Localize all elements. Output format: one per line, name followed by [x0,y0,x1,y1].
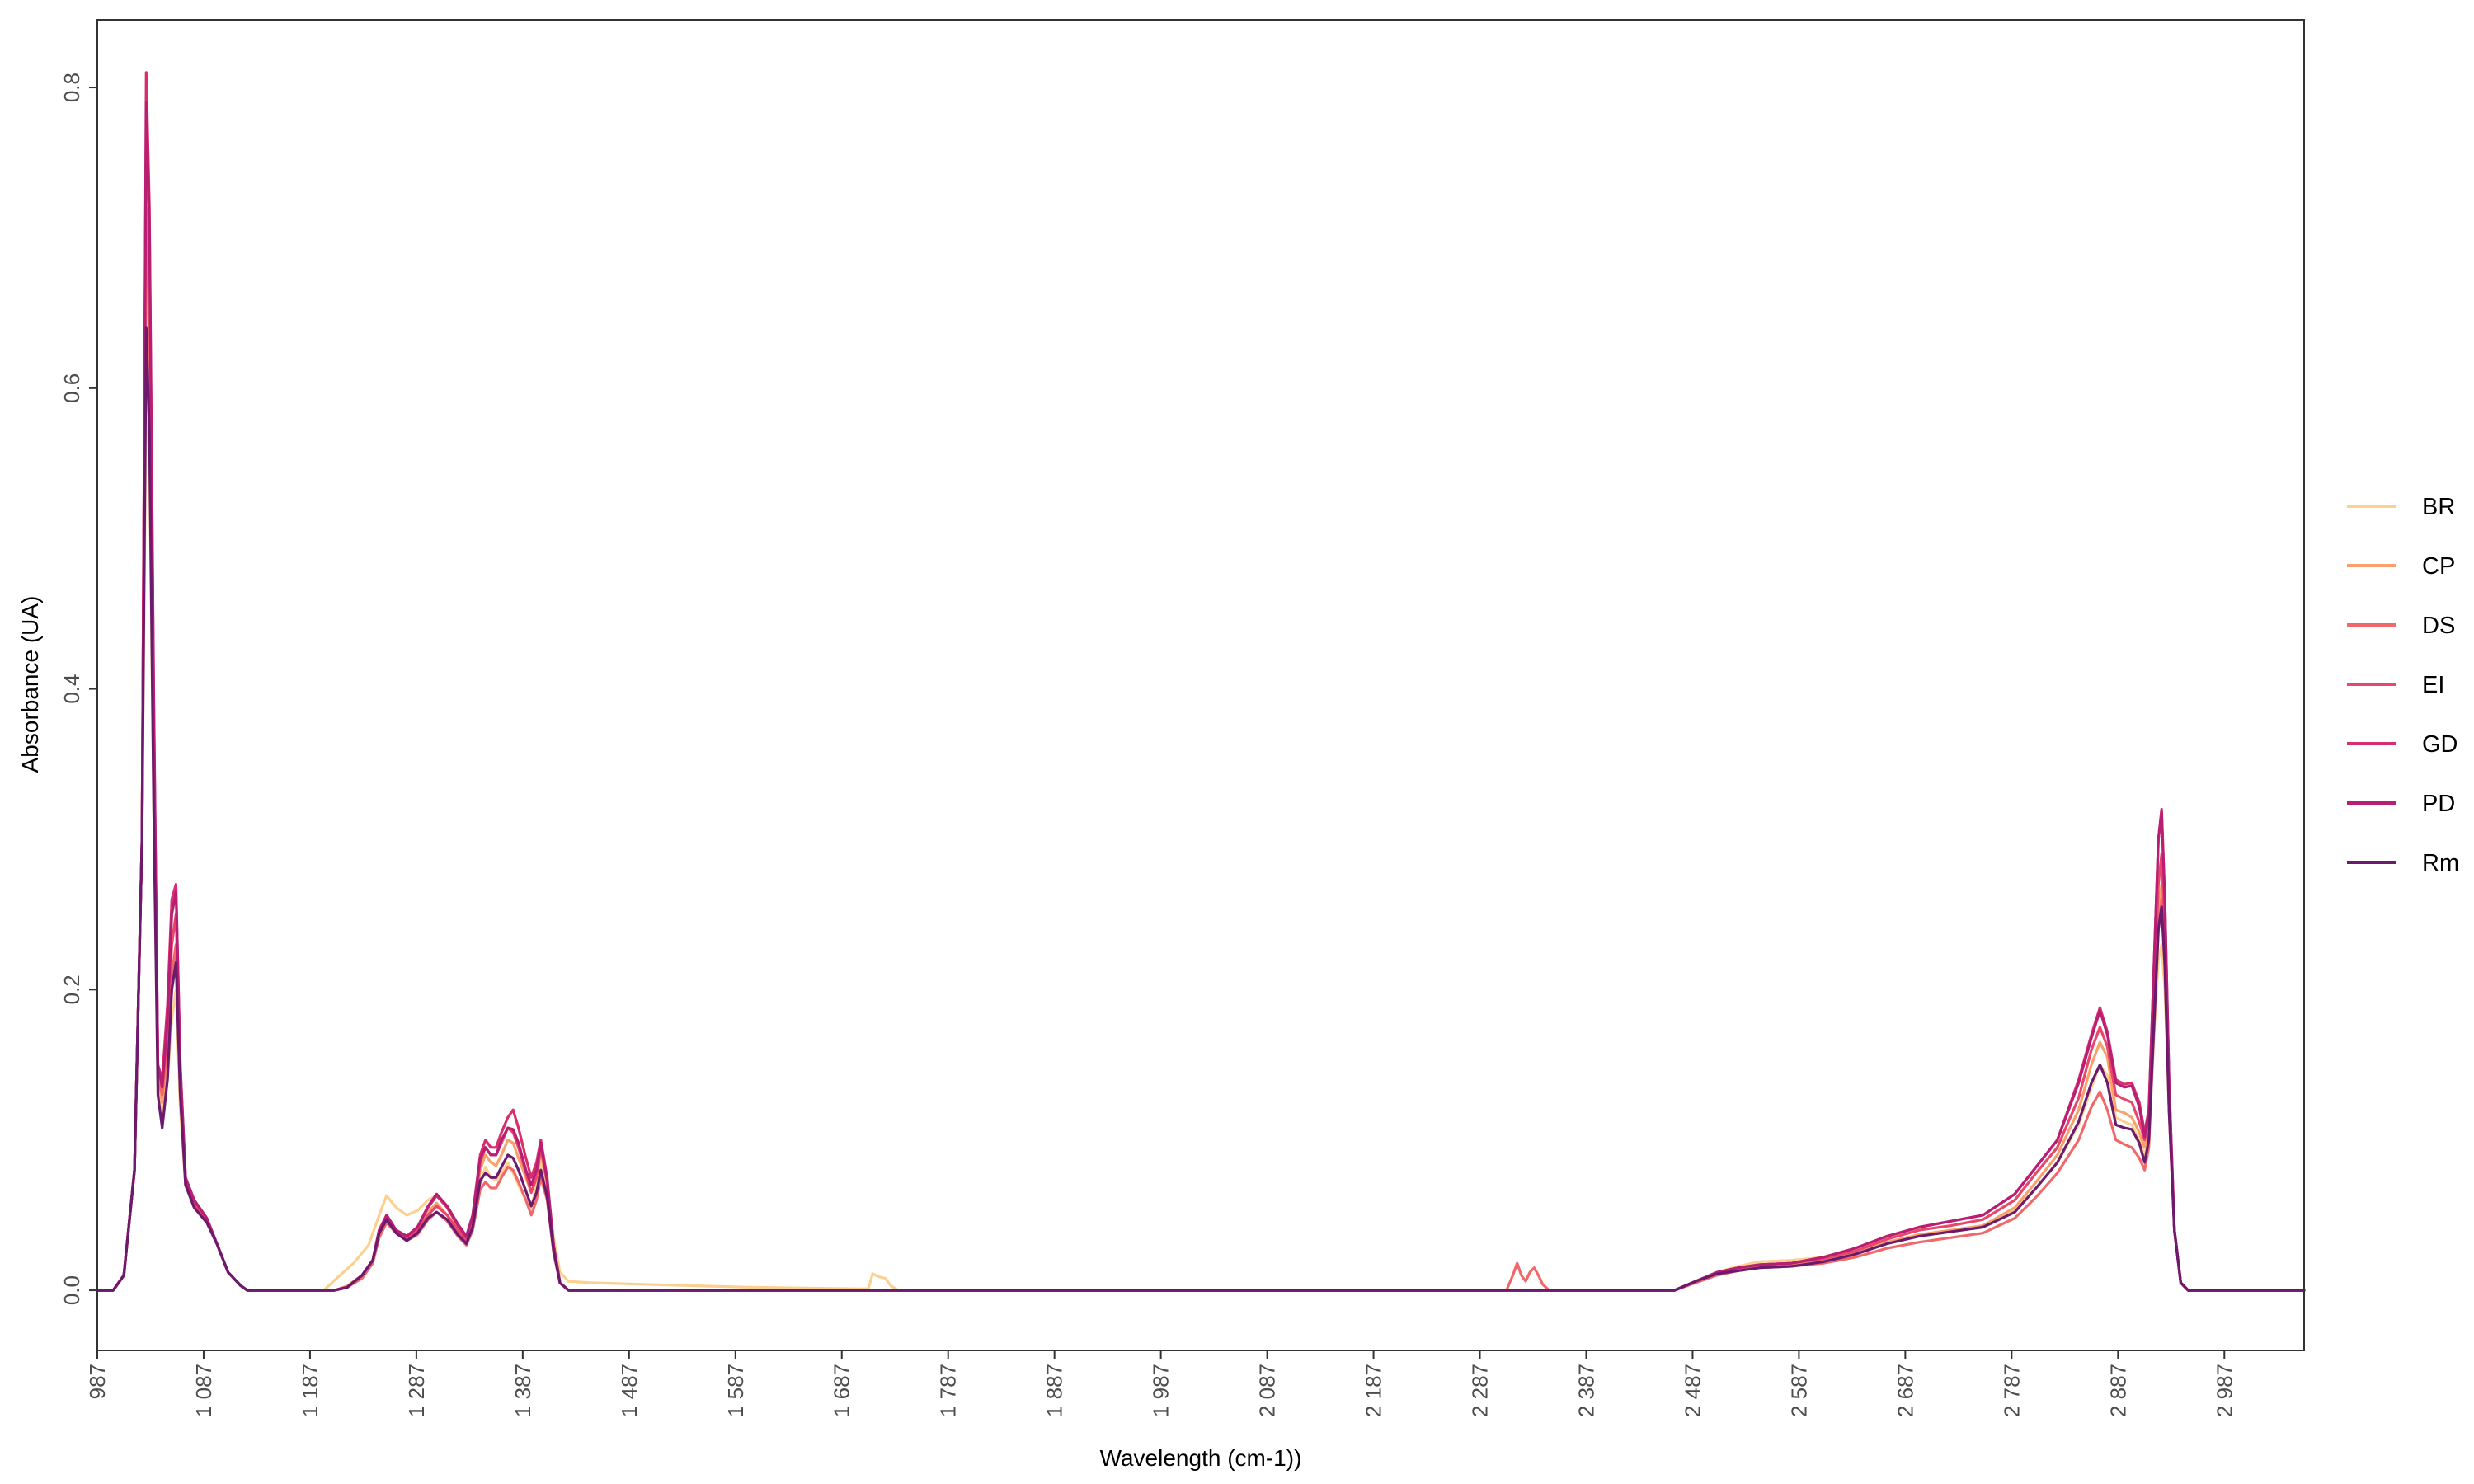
y-tick-label: 0.0 [59,1275,84,1305]
y-axis: 0.0 0.2 0.4 0.6 0.8 [59,73,97,1305]
legend-label-pd: PD [2422,791,2455,817]
x-tick-label: 987 [85,1364,110,1399]
x-tick-label: 1 587 [723,1364,748,1417]
x-tick-label: 1 787 [936,1364,961,1417]
x-tick-label: 1 687 [830,1364,854,1417]
series-line-rm [96,326,2306,1292]
series-line-ei [96,115,2306,1292]
legend-label-gd: GD [2422,731,2458,758]
y-tick-label: 0.8 [59,73,84,102]
y-tick-label: 0.4 [59,674,84,704]
legend: BR CP DS EI GD PD Rm [2347,494,2459,876]
x-tick-label: 2 287 [1468,1364,1493,1417]
x-axis-title: Wavelength (cm-1)) [1100,1445,1302,1471]
x-tick-label: 2 487 [1681,1364,1705,1417]
legend-label-cp: CP [2422,553,2455,580]
x-tick-label: 2 987 [2212,1364,2236,1417]
x-tick-label: 2 387 [1574,1364,1599,1417]
y-tick-label: 0.2 [59,974,84,1004]
x-tick-label: 1 487 [617,1364,642,1417]
legend-label-br: BR [2422,494,2455,520]
x-tick-label: 2 787 [1999,1364,2024,1417]
x-tick-label: 2 087 [1255,1364,1280,1417]
x-tick-label: 2 587 [1786,1364,1811,1417]
x-tick-label: 1 187 [298,1364,322,1417]
x-tick-label: 2 687 [1893,1364,1917,1417]
x-tick-label: 1 387 [510,1364,535,1417]
x-tick-label: 2 187 [1362,1364,1386,1417]
series-line-pd [96,101,2306,1292]
series-line-gd [96,71,2306,1292]
legend-label-ei: EI [2422,672,2444,698]
y-axis-title: Absorbance (UA) [17,596,43,773]
series-layer [96,71,2306,1292]
x-tick-label: 1 987 [1149,1364,1174,1417]
legend-label-rm: Rm [2422,850,2459,876]
x-tick-label: 1 887 [1042,1364,1067,1417]
series-line-br [96,387,2306,1292]
series-line-ds [96,206,2306,1292]
x-tick-label: 1 087 [191,1364,216,1417]
legend-label-ds: DS [2422,613,2455,639]
x-tick-label: 1 287 [404,1364,429,1417]
plot-frame [96,19,2305,1351]
x-axis: 987 1 087 1 187 1 287 1 387 1 487 1 587 1 687 1 … [85,1350,2236,1417]
series-line-cp [96,236,2306,1292]
x-tick-label: 2 887 [2105,1364,2130,1417]
y-tick-label: 0.6 [59,373,84,403]
